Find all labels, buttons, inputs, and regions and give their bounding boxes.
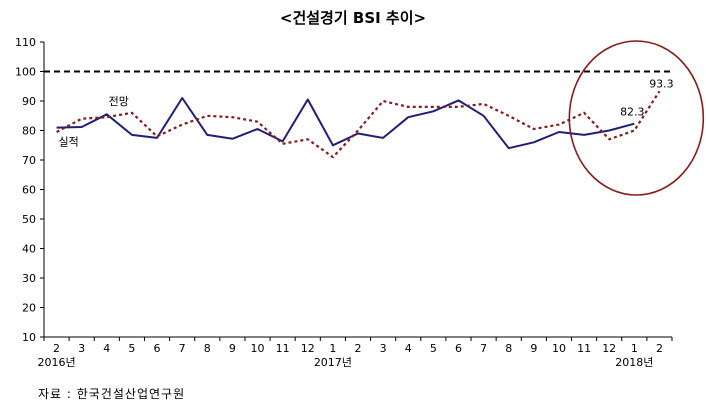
- annotation-forecast-last: 93.3: [649, 77, 674, 90]
- x-tick-label: 3: [380, 342, 387, 355]
- annotation-actual-last: 82.3: [620, 106, 645, 119]
- x-tick-label: 9: [530, 342, 537, 355]
- y-tick-label: 30: [22, 272, 36, 285]
- labels-layer: 실적 전망 82.3 93.3: [59, 77, 674, 148]
- x-tick-label: 7: [480, 342, 487, 355]
- x-tick-label: 10: [251, 342, 265, 355]
- x-tick-label: 5: [430, 342, 437, 355]
- x-tick-label: 2: [53, 342, 60, 355]
- y-tick-label: 10: [22, 331, 36, 344]
- y-tick-label: 70: [22, 154, 36, 167]
- x-year-label: 2017년: [314, 356, 352, 369]
- y-tick-label: 50: [22, 213, 36, 226]
- x-tick-label: 10: [552, 342, 566, 355]
- y-tick-label: 40: [22, 243, 36, 256]
- source-note: 자료 : 한국건설산업연구원: [38, 387, 185, 401]
- x-year-label: 2016년: [37, 356, 75, 369]
- x-tick-label: 12: [602, 342, 616, 355]
- x-tick-label: 9: [229, 342, 236, 355]
- y-tick-label: 110: [15, 36, 36, 49]
- x-tick-label: 6: [455, 342, 462, 355]
- x-tick-label: 11: [577, 342, 591, 355]
- y-tick-label: 20: [22, 302, 36, 315]
- y-tick-label: 60: [22, 184, 36, 197]
- x-tick-label: 8: [505, 342, 512, 355]
- y-axis: 10 20 30 40 50 60 70 80 90 100 110: [15, 36, 45, 344]
- highlight-circle-layer: [568, 40, 705, 196]
- x-tick-label: 2: [656, 342, 663, 355]
- x-tick-label: 5: [128, 342, 135, 355]
- label-forecast: 전망: [109, 95, 129, 108]
- y-tick-label: 100: [15, 66, 36, 79]
- series-line-actual: [56, 97, 635, 150]
- x-tick-label: 3: [78, 342, 85, 355]
- x-tick-label: 12: [301, 342, 315, 355]
- series-layer: [56, 90, 661, 159]
- x-tick-label: 11: [276, 342, 290, 355]
- y-tick-label: 90: [22, 95, 36, 108]
- x-tick-label: 1: [631, 342, 638, 355]
- x-tick-label: 1: [329, 342, 336, 355]
- highlight-ellipse: [568, 40, 705, 196]
- x-tick-label: 7: [179, 342, 186, 355]
- x-tick-label: 4: [405, 342, 412, 355]
- y-tick-label: 80: [22, 125, 36, 138]
- x-tick-label: 6: [154, 342, 161, 355]
- x-tick-label: 2: [355, 342, 362, 355]
- chart-title: <건설경기 BSI 추이>: [280, 9, 426, 27]
- x-year-label: 2018년: [615, 356, 653, 369]
- label-actual: 실적: [59, 136, 79, 149]
- x-tick-label: 8: [204, 342, 211, 355]
- series-line-forecast: [56, 90, 661, 159]
- x-tick-label: 4: [103, 342, 110, 355]
